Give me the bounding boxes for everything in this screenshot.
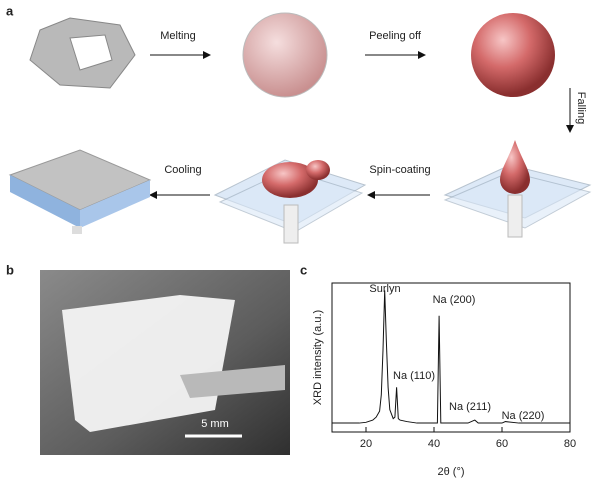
molten-sphere xyxy=(242,12,328,98)
step-label: Melting xyxy=(160,30,195,42)
scale-label: 5 mm xyxy=(201,418,229,430)
peak-label: Na (220) xyxy=(502,410,545,422)
step-label: Falling xyxy=(575,92,587,124)
peak-label: Na (211) xyxy=(449,401,491,413)
x-tick-label: 20 xyxy=(360,438,372,450)
step-label: Cooling xyxy=(164,164,201,176)
y-axis-label: XRD intensity (a.u.) xyxy=(312,310,324,405)
panel-label: a xyxy=(6,3,14,18)
x-tick-label: 80 xyxy=(564,438,576,450)
sodium-chunk xyxy=(29,17,136,89)
step-label: Spin-coating xyxy=(369,164,430,176)
peak-label: Na (200) xyxy=(433,294,476,306)
x-tick-label: 40 xyxy=(428,438,440,450)
sodium-sphere xyxy=(471,13,555,97)
coated-slab xyxy=(8,149,152,234)
glass-substrate xyxy=(443,140,592,238)
photo xyxy=(40,270,290,455)
peak-label: Na (110) xyxy=(393,370,435,382)
panel-label: c xyxy=(300,262,307,277)
xrd-chart: c 20 40 60 80 2θ (°) XRD intensity (a.u.) Surly… xyxy=(300,262,576,477)
plot-frame xyxy=(331,282,571,433)
peak-label: Surlyn xyxy=(369,283,400,295)
xrd-curve xyxy=(332,290,570,424)
step-label: Peeling off xyxy=(369,30,422,42)
x-tick-label: 60 xyxy=(496,438,508,450)
spin-coating xyxy=(213,159,367,244)
panel-label: b xyxy=(6,262,14,277)
x-axis-label: 2θ (°) xyxy=(437,466,464,478)
